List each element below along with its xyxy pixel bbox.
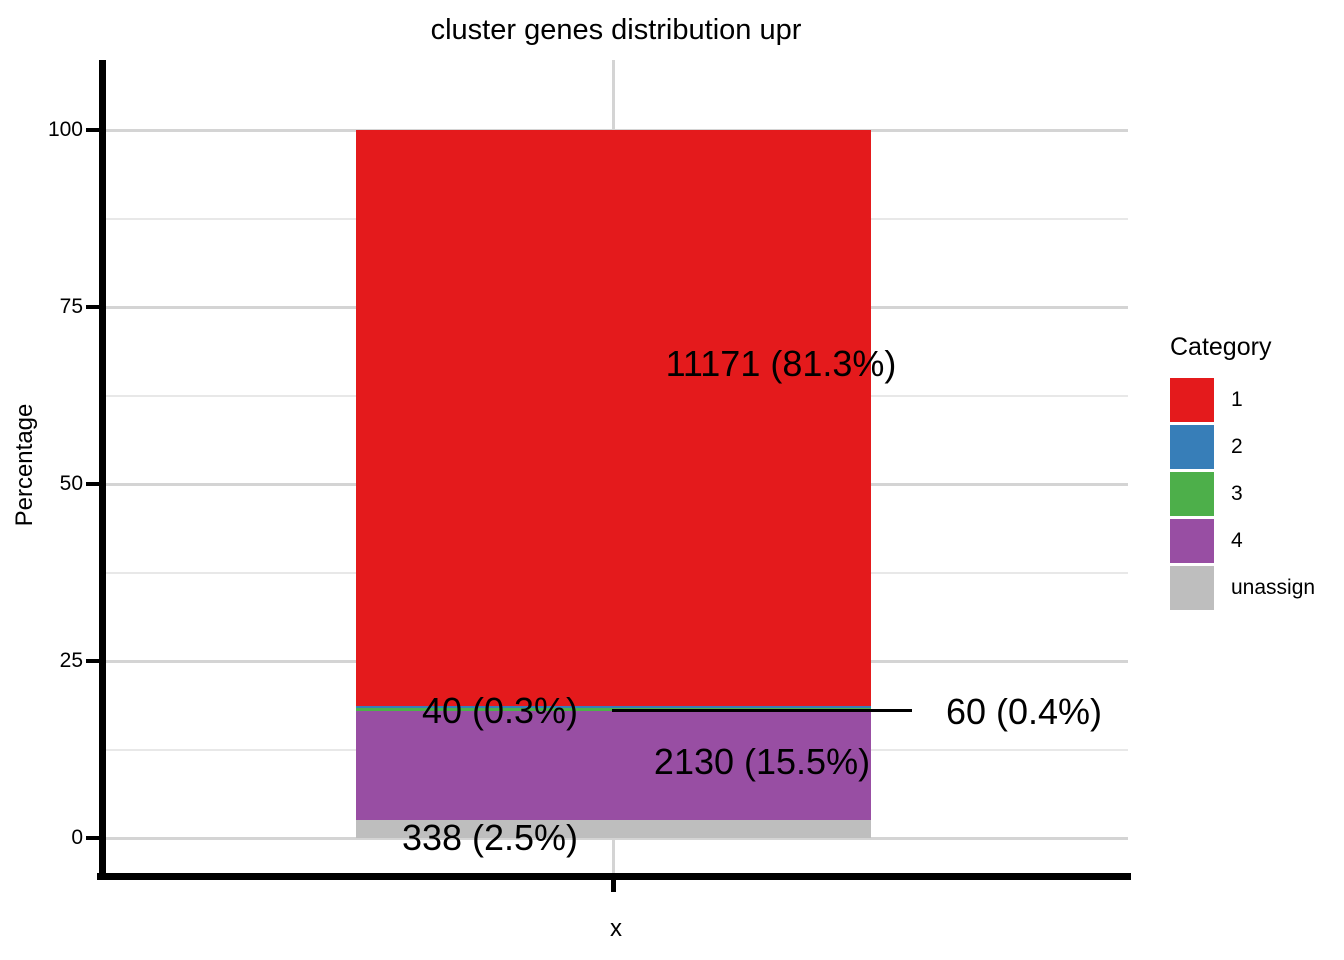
legend-label-category-4: 4: [1231, 529, 1243, 552]
legend-swatch-category-3: [1170, 472, 1214, 516]
legend-item-4: 4: [1170, 519, 1315, 563]
bar-segment-category-1: [356, 130, 871, 706]
legend-title: Category: [1170, 333, 1272, 361]
data-label-category-3: 40 (0.3%): [421, 690, 579, 731]
legend-item-3: 3: [1170, 472, 1315, 516]
y-tick-mark: [86, 128, 99, 132]
legend: Category 1 2 3 4 unassign: [1170, 333, 1315, 613]
chart-title: cluster genes distribution upr: [430, 14, 802, 46]
y-tick-label: 100: [47, 118, 83, 141]
bar-segment-category-2: [356, 705, 871, 709]
y-gridline-major: [104, 836, 1128, 840]
legend-label-category-3: 3: [1231, 482, 1243, 505]
data-label-category-4: 2130 (15.5%): [653, 741, 871, 782]
legend-swatch-category-1: [1170, 378, 1214, 422]
x-axis-line: [97, 873, 1131, 880]
bar-segment-category-4: [356, 710, 871, 821]
legend-item-2: 2: [1170, 425, 1315, 469]
y-tick-label: 25: [59, 649, 83, 672]
legend-item-unassign: unassign: [1170, 566, 1315, 610]
y-tick-label: 75: [59, 295, 83, 318]
x-tick-mark: [611, 880, 616, 892]
legend-label-unassign: unassign: [1231, 576, 1316, 599]
label-leader-line: [612, 709, 912, 712]
y-axis-title: Percentage: [11, 403, 38, 527]
legend-label-category-1: 1: [1231, 388, 1243, 411]
legend-swatch-category-2: [1170, 425, 1214, 469]
data-label-category-1: 11171 (81.3%): [665, 343, 897, 384]
y-tick-mark: [86, 836, 99, 840]
data-label-unassign: 338 (2.5%): [401, 817, 579, 858]
y-tick-label: 0: [71, 826, 83, 849]
bar-segment-unassign: [356, 820, 871, 838]
y-tick-mark: [86, 659, 99, 663]
legend-item-1: 1: [1170, 378, 1315, 422]
y-axis-line: [99, 60, 106, 880]
legend-swatch-category-4: [1170, 519, 1214, 563]
data-label-category-2: 60 (0.4%): [945, 691, 1103, 732]
x-axis-title: x: [610, 915, 622, 942]
legend-swatch-unassign: [1170, 566, 1214, 610]
y-tick-mark: [86, 482, 99, 486]
y-tick-mark: [86, 305, 99, 309]
legend-label-category-2: 2: [1231, 435, 1243, 458]
y-tick-label: 50: [59, 472, 83, 495]
